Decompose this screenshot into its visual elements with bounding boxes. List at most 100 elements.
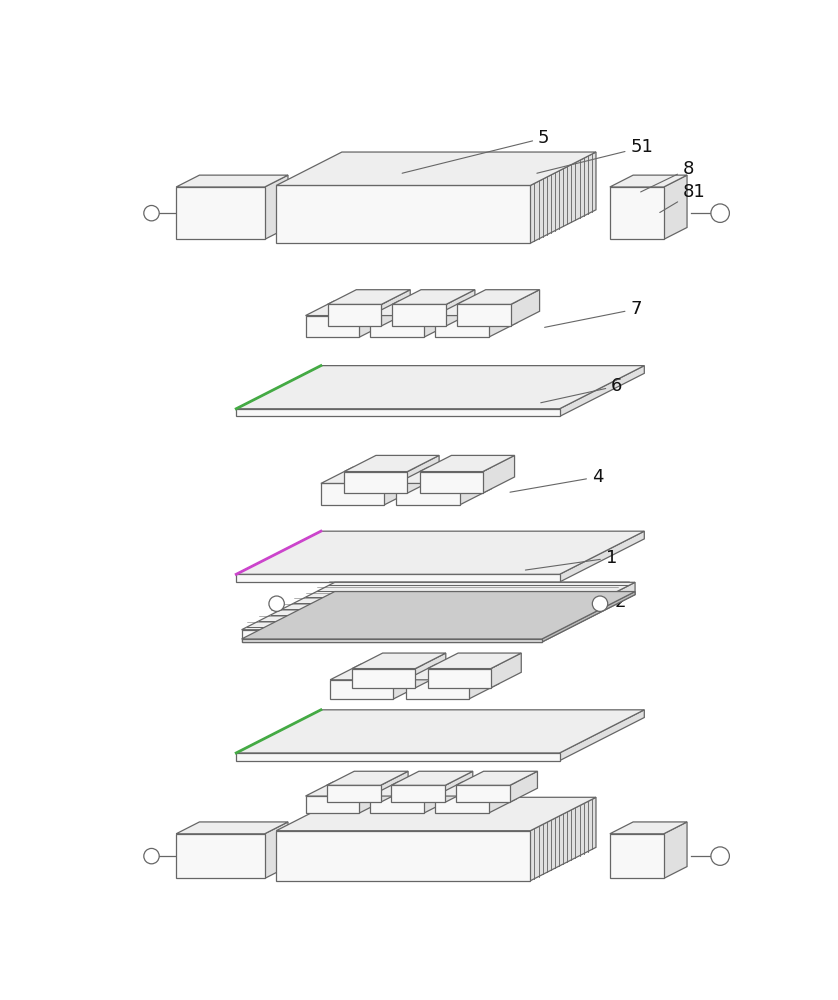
Circle shape bbox=[711, 204, 729, 222]
Polygon shape bbox=[391, 785, 445, 802]
Polygon shape bbox=[360, 782, 387, 813]
Polygon shape bbox=[610, 175, 687, 187]
Polygon shape bbox=[236, 366, 644, 409]
Polygon shape bbox=[330, 664, 424, 680]
Polygon shape bbox=[489, 301, 518, 337]
Polygon shape bbox=[530, 797, 596, 881]
Polygon shape bbox=[530, 152, 596, 243]
Polygon shape bbox=[427, 653, 521, 669]
Polygon shape bbox=[435, 796, 489, 813]
Polygon shape bbox=[391, 771, 473, 785]
Polygon shape bbox=[393, 664, 424, 699]
Polygon shape bbox=[352, 669, 416, 688]
Polygon shape bbox=[435, 301, 518, 316]
Polygon shape bbox=[327, 771, 408, 785]
Polygon shape bbox=[392, 290, 475, 304]
Polygon shape bbox=[420, 472, 483, 493]
Polygon shape bbox=[277, 185, 530, 243]
Polygon shape bbox=[236, 710, 644, 753]
Polygon shape bbox=[380, 771, 408, 802]
Text: 81: 81 bbox=[660, 183, 706, 213]
Polygon shape bbox=[560, 710, 644, 761]
Text: 4: 4 bbox=[510, 468, 603, 492]
Polygon shape bbox=[420, 455, 515, 472]
Polygon shape bbox=[610, 822, 687, 834]
Polygon shape bbox=[236, 574, 560, 582]
Polygon shape bbox=[396, 467, 491, 483]
Polygon shape bbox=[457, 304, 511, 326]
Polygon shape bbox=[456, 771, 537, 785]
Polygon shape bbox=[236, 409, 560, 416]
Polygon shape bbox=[610, 834, 664, 878]
Polygon shape bbox=[327, 785, 380, 802]
Circle shape bbox=[144, 848, 159, 864]
Text: 2: 2 bbox=[525, 593, 627, 621]
Text: 5: 5 bbox=[402, 129, 550, 173]
Polygon shape bbox=[459, 467, 491, 505]
Polygon shape bbox=[610, 187, 664, 239]
Polygon shape bbox=[406, 680, 468, 699]
Polygon shape bbox=[427, 669, 491, 688]
Polygon shape bbox=[306, 316, 360, 337]
Polygon shape bbox=[352, 653, 446, 669]
Text: 7: 7 bbox=[545, 300, 642, 327]
Polygon shape bbox=[306, 796, 360, 813]
Polygon shape bbox=[241, 639, 542, 642]
Polygon shape bbox=[360, 301, 388, 337]
Text: 1: 1 bbox=[525, 549, 617, 570]
Polygon shape bbox=[510, 771, 537, 802]
Polygon shape bbox=[435, 316, 489, 337]
Polygon shape bbox=[491, 653, 521, 688]
Polygon shape bbox=[306, 782, 387, 796]
Text: 51: 51 bbox=[537, 138, 654, 173]
Polygon shape bbox=[446, 290, 475, 326]
Polygon shape bbox=[330, 680, 393, 699]
Polygon shape bbox=[176, 822, 288, 834]
Polygon shape bbox=[483, 455, 515, 493]
Polygon shape bbox=[406, 664, 499, 680]
Polygon shape bbox=[321, 467, 416, 483]
Polygon shape bbox=[542, 592, 635, 642]
Polygon shape bbox=[370, 782, 452, 796]
Polygon shape bbox=[511, 290, 540, 326]
Polygon shape bbox=[321, 483, 384, 505]
Polygon shape bbox=[384, 467, 416, 505]
Polygon shape bbox=[664, 822, 687, 878]
Polygon shape bbox=[370, 316, 424, 337]
Polygon shape bbox=[664, 175, 687, 239]
Circle shape bbox=[144, 205, 159, 221]
Polygon shape bbox=[370, 796, 424, 813]
Polygon shape bbox=[381, 290, 411, 326]
Polygon shape bbox=[236, 531, 644, 574]
Polygon shape bbox=[445, 771, 473, 802]
Circle shape bbox=[711, 847, 729, 865]
Text: 8: 8 bbox=[640, 160, 694, 192]
Polygon shape bbox=[241, 630, 542, 642]
Polygon shape bbox=[468, 664, 499, 699]
Polygon shape bbox=[176, 187, 265, 239]
Circle shape bbox=[269, 596, 284, 611]
Polygon shape bbox=[236, 753, 560, 761]
Polygon shape bbox=[277, 831, 530, 881]
Polygon shape bbox=[560, 366, 644, 416]
Polygon shape bbox=[176, 834, 265, 878]
Polygon shape bbox=[344, 455, 439, 472]
Circle shape bbox=[592, 596, 608, 611]
Polygon shape bbox=[542, 582, 635, 642]
Polygon shape bbox=[328, 290, 411, 304]
Polygon shape bbox=[344, 472, 407, 493]
Polygon shape bbox=[241, 592, 635, 639]
Polygon shape bbox=[306, 301, 388, 316]
Polygon shape bbox=[265, 822, 288, 878]
Polygon shape bbox=[396, 483, 459, 505]
Polygon shape bbox=[265, 175, 288, 239]
Polygon shape bbox=[407, 455, 439, 493]
Polygon shape bbox=[457, 290, 540, 304]
Polygon shape bbox=[176, 175, 288, 187]
Text: 6: 6 bbox=[541, 377, 623, 403]
Polygon shape bbox=[435, 782, 516, 796]
Polygon shape bbox=[456, 785, 510, 802]
Polygon shape bbox=[241, 582, 635, 630]
Polygon shape bbox=[392, 304, 446, 326]
Polygon shape bbox=[277, 797, 596, 831]
